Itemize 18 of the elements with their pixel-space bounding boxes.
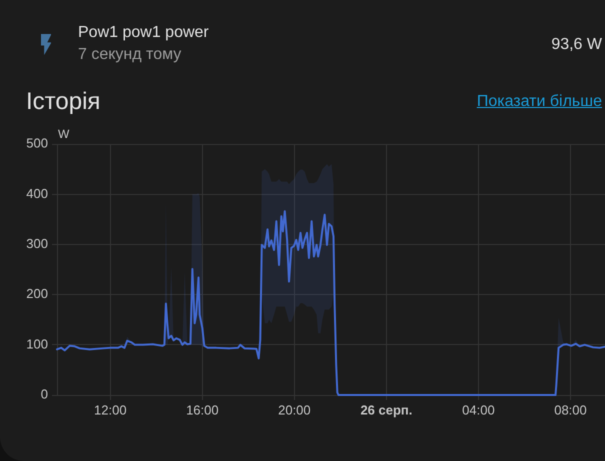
y-tick-label: 300 xyxy=(26,236,48,251)
y-tick-label: 200 xyxy=(26,286,48,302)
x-tick-label: 04:00 xyxy=(462,402,495,418)
x-tick-label: 20:00 xyxy=(278,402,311,418)
x-tick-label: 08:00 xyxy=(554,402,587,418)
x-tick-label: 12:00 xyxy=(94,402,127,418)
y-axis-title: W xyxy=(58,127,70,141)
y-tick-label: 400 xyxy=(26,186,48,201)
chart-subtitle: 7 секунд тому xyxy=(78,46,182,62)
y-tick-label: 100 xyxy=(26,336,48,352)
y-tick-label: 500 xyxy=(26,136,48,151)
x-tick-label: 16:00 xyxy=(186,402,219,418)
chart-title: Pow1 pow1 power xyxy=(78,24,209,42)
text: 93,6 W xyxy=(551,36,602,53)
text: Історія xyxy=(26,88,100,115)
y-tick-label: 0 xyxy=(40,386,48,402)
x-tick-label: 26 серп. xyxy=(360,402,412,418)
text: Показати більше xyxy=(476,93,602,110)
